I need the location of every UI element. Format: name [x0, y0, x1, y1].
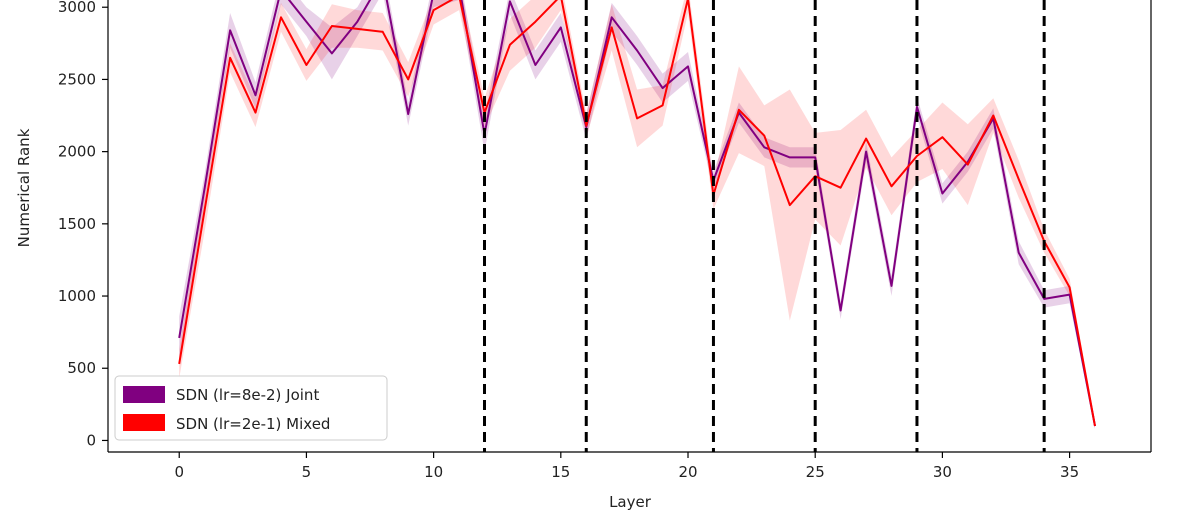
- x-tick-label-35: 35: [1060, 463, 1079, 481]
- y-tick-label-500: 500: [67, 359, 96, 377]
- x-tick-label-0: 0: [174, 463, 184, 481]
- x-tick-label-5: 5: [302, 463, 312, 481]
- confidence-bands: [179, 0, 1095, 429]
- series-line-mixed: [178, 0, 1096, 427]
- x-tick-label-30: 30: [933, 463, 952, 481]
- y-tick-label-0: 0: [86, 431, 96, 449]
- legend-swatch-mixed: [123, 414, 165, 431]
- y-axis-label: Numerical Rank: [15, 128, 33, 247]
- legend-label-joint: SDN (lr=8e-2) Joint: [176, 386, 319, 404]
- y-tick-label-1000: 1000: [58, 287, 96, 305]
- y-tick-label-1500: 1500: [58, 215, 96, 233]
- x-tick-label-20: 20: [678, 463, 697, 481]
- x-tick-label-25: 25: [806, 463, 825, 481]
- legend-swatch-joint: [123, 386, 165, 403]
- confidence-band-joint: [179, 0, 1095, 429]
- series-lines: [178, 0, 1096, 427]
- y-tick-label-2500: 2500: [58, 70, 96, 88]
- legend-frame: [114, 375, 388, 441]
- x-tick-label-15: 15: [551, 463, 570, 481]
- x-axis-label: Layer: [609, 493, 652, 511]
- confidence-band-mixed: [179, 0, 1095, 429]
- plot-area: [178, 0, 1096, 452]
- y-tick-label-3000: 3000: [58, 0, 96, 16]
- x-axis-ticks: 0 5 10 15 20 25 30 35: [174, 452, 1079, 481]
- stage-boundary-lines: [482, 0, 1046, 452]
- x-tick-label-10: 10: [424, 463, 443, 481]
- y-axis-ticks: 0 500 1000 1500 2000 2500 3000: [58, 0, 108, 449]
- legend-label-mixed: SDN (lr=2e-1) Mixed: [176, 415, 330, 433]
- series-line-joint: [178, 0, 1096, 427]
- legend: SDN (lr=8e-2) Joint SDN (lr=2e-1) Mixed: [114, 375, 388, 441]
- axes: [107, 0, 1152, 453]
- y-tick-label-2000: 2000: [58, 143, 96, 161]
